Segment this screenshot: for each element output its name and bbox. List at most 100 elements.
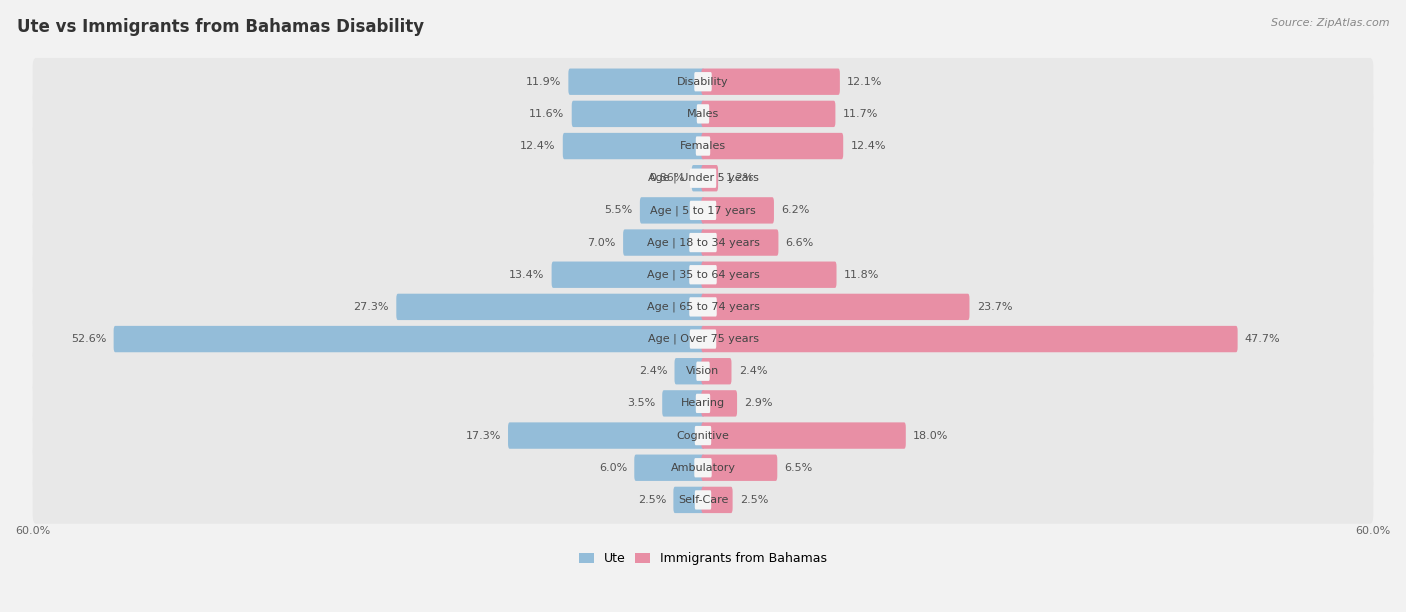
FancyBboxPatch shape [32, 412, 1374, 460]
FancyBboxPatch shape [702, 487, 733, 513]
FancyBboxPatch shape [640, 197, 704, 223]
Text: 11.6%: 11.6% [529, 109, 564, 119]
Text: 2.9%: 2.9% [744, 398, 773, 408]
Text: 3.5%: 3.5% [627, 398, 655, 408]
Text: Age | 18 to 34 years: Age | 18 to 34 years [647, 237, 759, 248]
FancyBboxPatch shape [702, 455, 778, 481]
Text: Self-Care: Self-Care [678, 495, 728, 505]
FancyBboxPatch shape [32, 315, 1374, 363]
FancyBboxPatch shape [572, 101, 704, 127]
Text: Cognitive: Cognitive [676, 431, 730, 441]
FancyBboxPatch shape [695, 72, 711, 91]
Text: 17.3%: 17.3% [465, 431, 501, 441]
Text: 47.7%: 47.7% [1244, 334, 1281, 344]
Text: 6.0%: 6.0% [599, 463, 627, 472]
Text: 1.2%: 1.2% [725, 173, 754, 183]
FancyBboxPatch shape [675, 358, 704, 384]
Text: 5.5%: 5.5% [605, 206, 633, 215]
Text: Hearing: Hearing [681, 398, 725, 408]
Legend: Ute, Immigrants from Bahamas: Ute, Immigrants from Bahamas [579, 552, 827, 565]
Text: 18.0%: 18.0% [912, 431, 949, 441]
FancyBboxPatch shape [32, 348, 1374, 395]
FancyBboxPatch shape [702, 165, 718, 192]
FancyBboxPatch shape [32, 283, 1374, 330]
Text: Females: Females [681, 141, 725, 151]
FancyBboxPatch shape [508, 422, 704, 449]
Text: 2.4%: 2.4% [638, 366, 668, 376]
FancyBboxPatch shape [696, 394, 710, 413]
FancyBboxPatch shape [32, 444, 1374, 491]
FancyBboxPatch shape [702, 133, 844, 159]
FancyBboxPatch shape [702, 230, 779, 256]
Text: Males: Males [688, 109, 718, 119]
Text: Vision: Vision [686, 366, 720, 376]
FancyBboxPatch shape [673, 487, 704, 513]
Text: Age | Over 75 years: Age | Over 75 years [648, 334, 758, 345]
FancyBboxPatch shape [695, 458, 711, 477]
FancyBboxPatch shape [702, 390, 737, 417]
FancyBboxPatch shape [32, 154, 1374, 202]
Text: 6.6%: 6.6% [786, 237, 814, 248]
FancyBboxPatch shape [702, 326, 1237, 353]
FancyBboxPatch shape [551, 261, 704, 288]
FancyBboxPatch shape [32, 218, 1374, 266]
Text: 12.4%: 12.4% [851, 141, 886, 151]
Text: 6.2%: 6.2% [782, 206, 810, 215]
FancyBboxPatch shape [623, 230, 704, 256]
FancyBboxPatch shape [702, 422, 905, 449]
Text: 11.8%: 11.8% [844, 270, 879, 280]
FancyBboxPatch shape [689, 265, 717, 285]
Text: 2.4%: 2.4% [738, 366, 768, 376]
FancyBboxPatch shape [690, 168, 716, 188]
Text: Age | 5 to 17 years: Age | 5 to 17 years [650, 205, 756, 215]
FancyBboxPatch shape [702, 358, 731, 384]
FancyBboxPatch shape [692, 165, 704, 192]
FancyBboxPatch shape [114, 326, 704, 353]
FancyBboxPatch shape [32, 379, 1374, 427]
FancyBboxPatch shape [32, 122, 1374, 170]
FancyBboxPatch shape [662, 390, 704, 417]
Text: Source: ZipAtlas.com: Source: ZipAtlas.com [1271, 18, 1389, 28]
FancyBboxPatch shape [697, 104, 709, 124]
Text: Age | 65 to 74 years: Age | 65 to 74 years [647, 302, 759, 312]
Text: 23.7%: 23.7% [977, 302, 1012, 312]
FancyBboxPatch shape [32, 187, 1374, 234]
Text: 27.3%: 27.3% [353, 302, 389, 312]
FancyBboxPatch shape [696, 136, 710, 155]
FancyBboxPatch shape [32, 90, 1374, 138]
Text: 11.7%: 11.7% [842, 109, 877, 119]
FancyBboxPatch shape [562, 133, 704, 159]
FancyBboxPatch shape [702, 197, 773, 223]
FancyBboxPatch shape [696, 362, 710, 381]
Text: 12.4%: 12.4% [520, 141, 555, 151]
Text: 12.1%: 12.1% [848, 76, 883, 87]
FancyBboxPatch shape [32, 58, 1374, 105]
FancyBboxPatch shape [702, 294, 970, 320]
FancyBboxPatch shape [702, 261, 837, 288]
Text: 13.4%: 13.4% [509, 270, 544, 280]
FancyBboxPatch shape [689, 233, 717, 252]
Text: Age | Under 5 years: Age | Under 5 years [648, 173, 758, 184]
FancyBboxPatch shape [689, 297, 717, 316]
Text: Disability: Disability [678, 76, 728, 87]
FancyBboxPatch shape [690, 329, 716, 349]
Text: Age | 35 to 64 years: Age | 35 to 64 years [647, 269, 759, 280]
FancyBboxPatch shape [32, 251, 1374, 299]
Text: 0.86%: 0.86% [650, 173, 685, 183]
FancyBboxPatch shape [396, 294, 704, 320]
Text: 7.0%: 7.0% [588, 237, 616, 248]
FancyBboxPatch shape [695, 426, 711, 445]
FancyBboxPatch shape [32, 476, 1374, 524]
Text: Ute vs Immigrants from Bahamas Disability: Ute vs Immigrants from Bahamas Disabilit… [17, 18, 425, 36]
Text: Ambulatory: Ambulatory [671, 463, 735, 472]
FancyBboxPatch shape [702, 69, 839, 95]
Text: 2.5%: 2.5% [740, 495, 768, 505]
FancyBboxPatch shape [634, 455, 704, 481]
FancyBboxPatch shape [690, 201, 716, 220]
Text: 2.5%: 2.5% [638, 495, 666, 505]
FancyBboxPatch shape [702, 101, 835, 127]
Text: 52.6%: 52.6% [70, 334, 107, 344]
FancyBboxPatch shape [695, 490, 711, 510]
FancyBboxPatch shape [568, 69, 704, 95]
Text: 6.5%: 6.5% [785, 463, 813, 472]
